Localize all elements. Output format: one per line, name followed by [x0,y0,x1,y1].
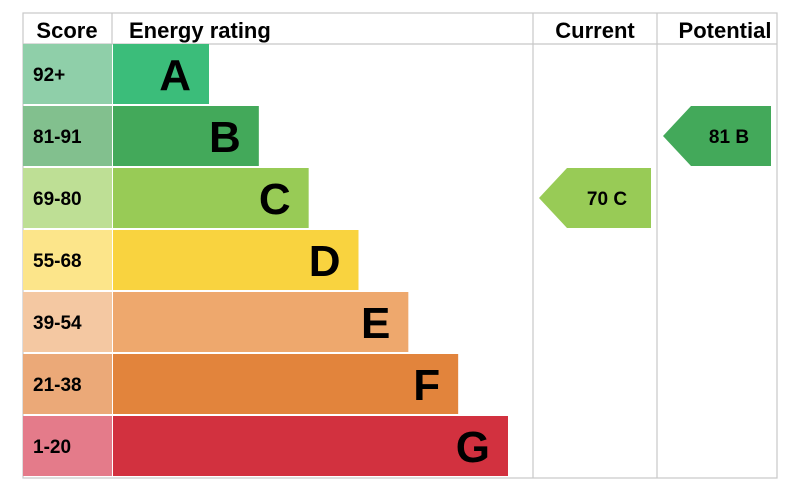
band-bar-g [113,416,508,476]
score-label-e: 39-54 [33,313,82,334]
band-bar-b [113,106,259,166]
band-letter-a: A [159,51,191,100]
header-score: Score [36,18,97,43]
header-energy-rating: Energy rating [129,18,271,43]
band-letter-f: F [413,361,440,410]
header-potential: Potential [679,18,772,43]
potential-rating-label: 81 B [709,127,749,148]
band-letter-g: G [456,423,490,472]
score-label-f: 21-38 [33,375,82,396]
score-label-c: 69-80 [33,189,82,210]
current-arrow [539,168,651,228]
current-rating-label: 70 C [587,189,627,210]
band-bar-a [113,44,209,104]
potential-arrow [663,106,771,166]
band-bar-e [113,292,409,352]
score-cell-c [23,168,112,228]
score-label-b: 81-91 [33,127,82,148]
band-letter-b: B [209,113,241,162]
header-current: Current [555,18,635,43]
score-cell-a [23,44,112,104]
band-bar-f [113,354,459,414]
score-cell-b [23,106,112,166]
score-cell-e [23,292,112,352]
score-cell-g [23,416,112,476]
score-label-g: 1-20 [33,437,71,458]
band-bar-c [113,168,309,228]
band-bar-d [113,230,359,290]
band-letter-c: C [259,175,291,224]
score-label-d: 55-68 [33,251,82,272]
score-label-a: 92+ [33,65,65,86]
band-letter-e: E [361,299,390,348]
band-letter-d: D [309,237,341,286]
score-cell-f [23,354,112,414]
score-cell-d [23,230,112,290]
